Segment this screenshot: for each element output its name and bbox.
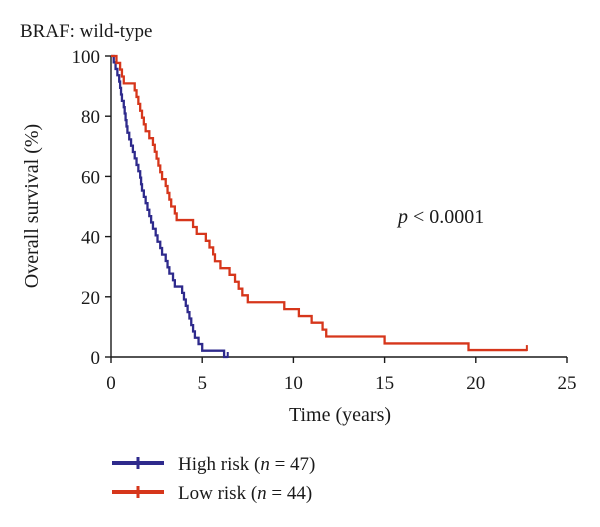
y-tick-label: 60 [81, 167, 100, 188]
legend-label: Low risk (n = 44) [178, 483, 312, 504]
y-axis-label: Overall survival (%) [21, 124, 43, 288]
legend-item-high-risk: High risk (n = 47) [112, 454, 315, 475]
y-tick-label: 40 [81, 228, 100, 249]
legend-equals: = [270, 454, 290, 475]
survival-curves [111, 54, 528, 359]
y-tick-label: 20 [81, 288, 100, 309]
legend-n-value: 47 [290, 454, 309, 475]
legend-n-value: 44 [287, 483, 307, 504]
legend-series-name: Low risk [178, 483, 247, 504]
x-axis-label: Time (years) [289, 404, 391, 426]
x-tick-label: 15 [375, 373, 394, 394]
p-value-annotation: p < 0.0001 [396, 206, 484, 228]
low-risk-curve [111, 54, 527, 352]
y-tick-label: 0 [91, 348, 101, 369]
legend: High risk (n = 47)Low risk (n = 44) [112, 454, 315, 504]
legend-paren-close: ) [309, 454, 315, 475]
legend-item-low-risk: Low risk (n = 44) [112, 483, 312, 504]
y-tick-label: 100 [72, 47, 101, 68]
x-tick-label: 10 [284, 373, 303, 394]
legend-paren-close: ) [306, 483, 312, 504]
chart-title: BRAF: wild-type [20, 21, 152, 42]
x-tick-label: 0 [106, 373, 116, 394]
p-value-text: < 0.0001 [408, 206, 484, 228]
legend-n-symbol: n [257, 483, 267, 504]
high-risk-curve [111, 54, 228, 359]
legend-paren: ( [249, 454, 260, 475]
legend-paren: ( [246, 483, 257, 504]
y-tick-label: 80 [81, 107, 100, 128]
legend-series-name: High risk [178, 454, 250, 475]
p-symbol: p [396, 206, 408, 228]
legend-label: High risk (n = 47) [178, 454, 315, 475]
x-tick-label: 25 [558, 373, 577, 394]
legend-equals: = [267, 483, 287, 504]
x-tick-label: 20 [466, 373, 485, 394]
x-tick-label: 5 [197, 373, 207, 394]
legend-n-symbol: n [260, 454, 270, 475]
axes: 0 5 10 15 20 25 0 20 40 60 80 100 [72, 47, 577, 394]
